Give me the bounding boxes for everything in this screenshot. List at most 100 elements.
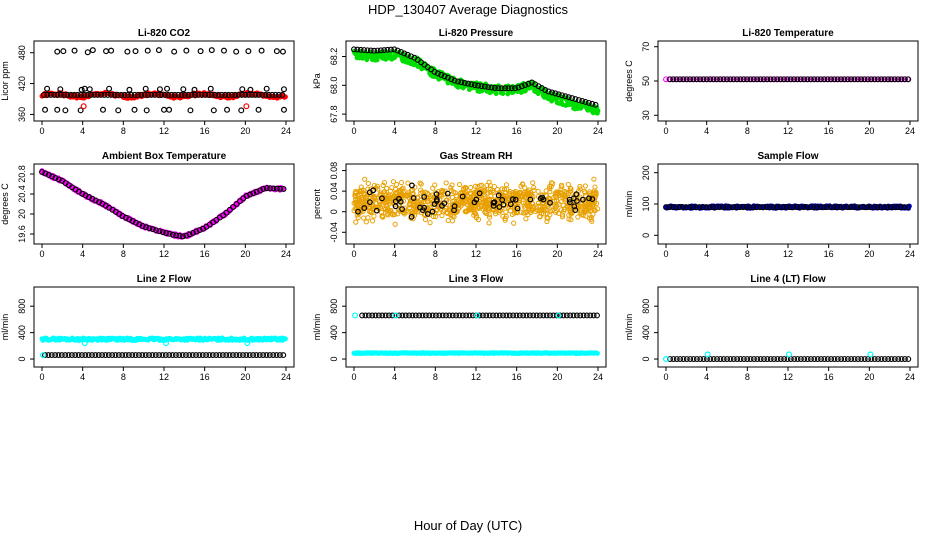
data-point [47,91,54,98]
data-point [226,206,233,213]
data-point [439,202,445,209]
data-point [119,352,126,359]
data-point [449,312,456,319]
data-point [52,352,59,359]
x-tick-label: 20 [552,126,562,136]
x-tick-label: 12 [471,372,481,382]
data-point [566,202,572,208]
x-tick-label: 0 [39,249,44,259]
data-point [683,204,690,211]
data-point [834,356,841,362]
data-point [382,312,389,319]
data-point [98,91,105,98]
plot-area [39,47,288,114]
data-point [395,211,401,217]
data-point [109,352,116,359]
data-point [459,312,466,319]
data-point [572,207,579,213]
x-tick-label: 8 [745,126,750,136]
data-point [263,352,270,359]
data-point [357,46,364,53]
data-point [824,76,831,83]
x-tick-label: 20 [240,126,250,136]
data-point [139,223,146,229]
series-1 [352,312,562,319]
data-point [490,312,496,319]
data-point [566,212,572,218]
data-point [481,83,488,90]
data-point [503,182,510,188]
data-point [797,356,804,362]
data-point [267,185,274,192]
data-point [577,312,584,319]
data-point [495,192,502,199]
data-point [166,230,173,237]
data-point [740,356,747,362]
series-0 [667,356,912,362]
data-point [81,91,88,98]
y-axis-label: Licor ppm [0,61,10,101]
data-point [496,204,503,210]
data-point [215,91,222,98]
data-point [757,356,764,362]
data-point [901,356,908,362]
data-point [92,197,99,204]
data-point [253,352,260,359]
data-point [848,76,855,83]
data-point [409,312,416,319]
data-point [444,190,451,197]
data-point [448,76,455,83]
data-point [75,352,82,359]
x-tick-label: 20 [240,249,250,259]
data-point [225,91,232,98]
data-point [280,186,287,192]
y-axis-label: ml/min [624,191,634,218]
data-point [229,352,236,359]
data-point [250,190,257,197]
data-point [103,48,110,55]
data-point [388,207,394,214]
data-point [523,312,530,319]
data-point [389,312,396,319]
data-point [507,191,513,197]
data-point [159,352,166,359]
data-point [589,196,596,203]
data-point [439,187,445,193]
series-1 [41,91,286,98]
data-point [232,91,239,98]
data-point [486,220,492,226]
data-point [562,93,569,100]
data-point [572,96,579,103]
data-point [381,205,387,211]
data-point [80,103,87,110]
data-point [841,76,848,83]
data-point [467,198,473,204]
data-point [676,204,683,211]
data-point [575,214,581,220]
data-point [156,352,163,359]
data-point [730,356,737,362]
data-point [468,81,475,88]
data-point [106,85,113,92]
data-point [867,351,874,358]
data-point [129,352,136,359]
data-point [142,85,149,92]
data-point [512,85,518,92]
data-point [431,201,438,207]
data-point [844,356,851,362]
data-point [586,215,592,221]
data-point [740,76,747,83]
data-point [864,204,871,211]
data-point [733,204,740,211]
data-point [405,192,411,199]
data-point [803,204,810,211]
data-point [426,312,433,319]
data-point [360,202,367,208]
data-point [696,204,703,211]
data-point [424,211,431,217]
data-point [142,352,149,359]
data-point [207,85,214,92]
data-point [524,192,530,198]
data-point [828,76,835,83]
data-point [439,312,446,319]
